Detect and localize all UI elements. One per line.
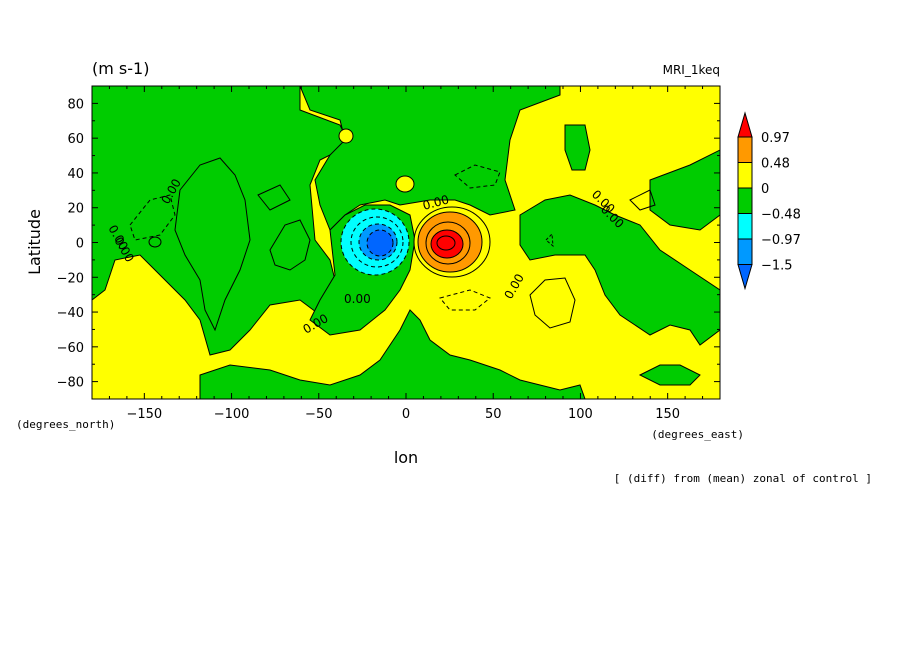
x-tick-label: −50 — [305, 407, 332, 422]
colorbar-segment — [737, 238, 753, 265]
colorbar-label: 0.48 — [761, 157, 790, 172]
contour-label: 0.00 — [421, 192, 450, 212]
chart-title: (m s-1) — [92, 59, 149, 78]
x-tick-label: 100 — [568, 407, 593, 422]
blob-yellow-a — [395, 175, 415, 193]
contour-neg-s1 — [439, 289, 491, 311]
note-text: [ (diff) from (mean) zonal of control ] — [614, 472, 872, 485]
contour-label: 0.00 — [344, 292, 371, 306]
y-tick-label: −20 — [57, 271, 84, 286]
colorbar: 0.97 0.48 0 −0.48 −0.97 −1.5 — [737, 111, 801, 291]
y-axis: 80 60 40 20 0 −20 −40 −60 −80 — [57, 85, 720, 400]
y-tick-label: 20 — [67, 202, 84, 217]
x-axis-label: lon — [394, 448, 418, 467]
region-green-southeast — [638, 364, 701, 386]
contour-pos-center — [269, 219, 311, 271]
contour-neg-nw — [129, 194, 176, 241]
y-tick-label: −80 — [57, 376, 84, 391]
colorbar-label: −1.5 — [761, 259, 793, 274]
y-tick-label: 80 — [67, 97, 84, 112]
colorbar-segment — [737, 136, 753, 163]
x-tick-label: 50 — [485, 407, 502, 422]
x-units-label: (degrees_east) — [651, 428, 744, 441]
colorbar-top-arrow — [737, 111, 753, 138]
y-tick-label: 0 — [76, 237, 84, 252]
colorbar-segment — [737, 213, 753, 240]
contour-pos-e — [629, 189, 656, 211]
x-tick-label: −100 — [214, 407, 250, 422]
y-axis-label: Latitude — [25, 209, 44, 275]
run-label: MRI_1keq — [663, 63, 720, 77]
region-green-east-ne — [564, 124, 591, 171]
contour-pos-africa — [257, 184, 291, 211]
region-green-africa — [174, 157, 251, 332]
region-green-north — [299, 86, 561, 231]
x-tick-label: 0 — [402, 407, 410, 422]
y-tick-label: 60 — [67, 132, 84, 147]
region-green-south — [199, 309, 586, 399]
region-green-east-upper — [649, 149, 720, 231]
colorbar-label: 0 — [761, 182, 769, 197]
x-tick-label: 150 — [655, 407, 680, 422]
colorbar-label: 0.97 — [761, 131, 790, 146]
contour-pos-se — [529, 277, 576, 329]
blob-green-a — [148, 236, 162, 248]
x-axis: −150 −100 −50 0 50 100 150 — [108, 86, 704, 422]
colorbar-segment — [737, 187, 753, 214]
colorbar-bottom-arrow — [737, 264, 753, 291]
contour-neg-e — [545, 232, 554, 248]
y-tick-label: 40 — [67, 167, 84, 182]
y-tick-label: −40 — [57, 306, 84, 321]
plot-area — [92, 86, 720, 399]
colorbar-label: −0.97 — [761, 233, 801, 248]
colorbar-label: −0.48 — [761, 208, 801, 223]
y-tick-label: −60 — [57, 341, 84, 356]
x-tick-label: −150 — [126, 407, 162, 422]
negative-anomaly — [340, 208, 410, 276]
y-units-label: (degrees_north) — [16, 418, 115, 431]
blob-yellow-b — [338, 128, 354, 144]
region-green-east — [519, 194, 720, 346]
colorbar-segment — [737, 162, 753, 189]
positive-anomaly — [413, 206, 491, 278]
